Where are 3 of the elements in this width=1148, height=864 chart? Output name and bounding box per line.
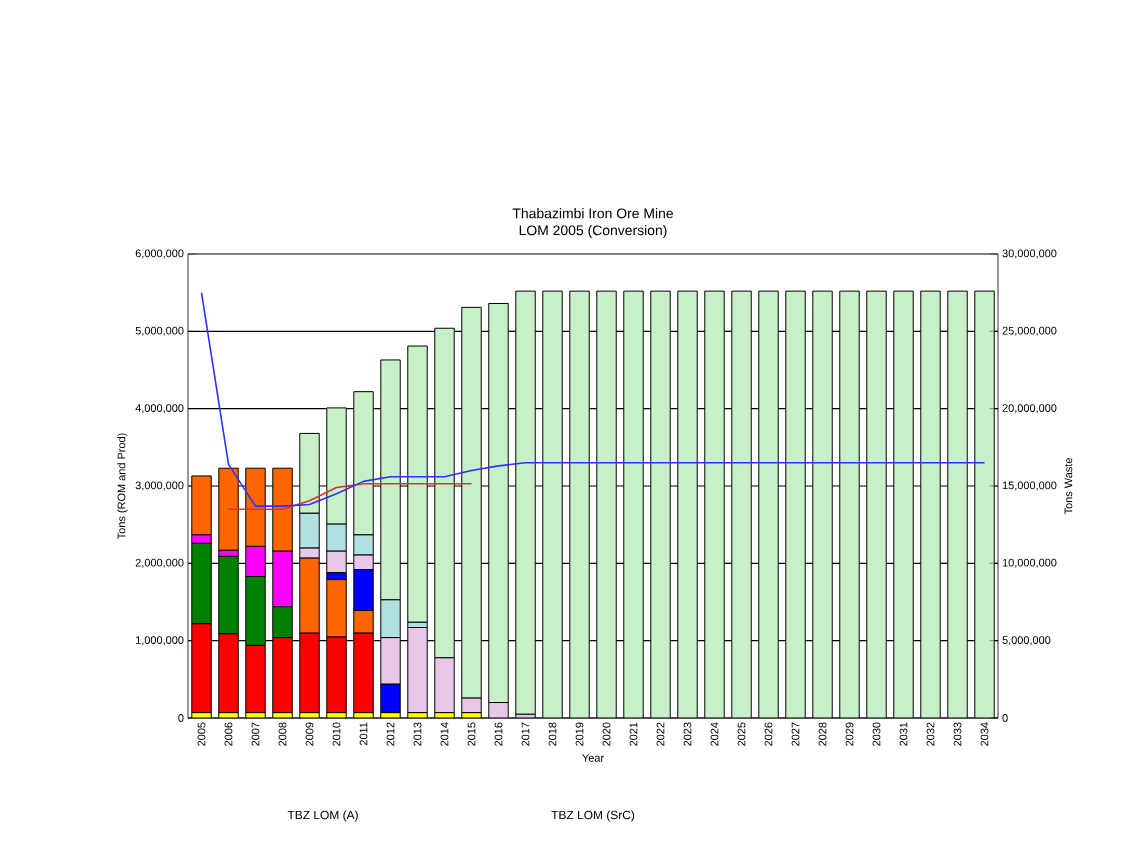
bar	[407, 627, 428, 714]
bar	[218, 467, 239, 551]
bar	[407, 345, 428, 623]
